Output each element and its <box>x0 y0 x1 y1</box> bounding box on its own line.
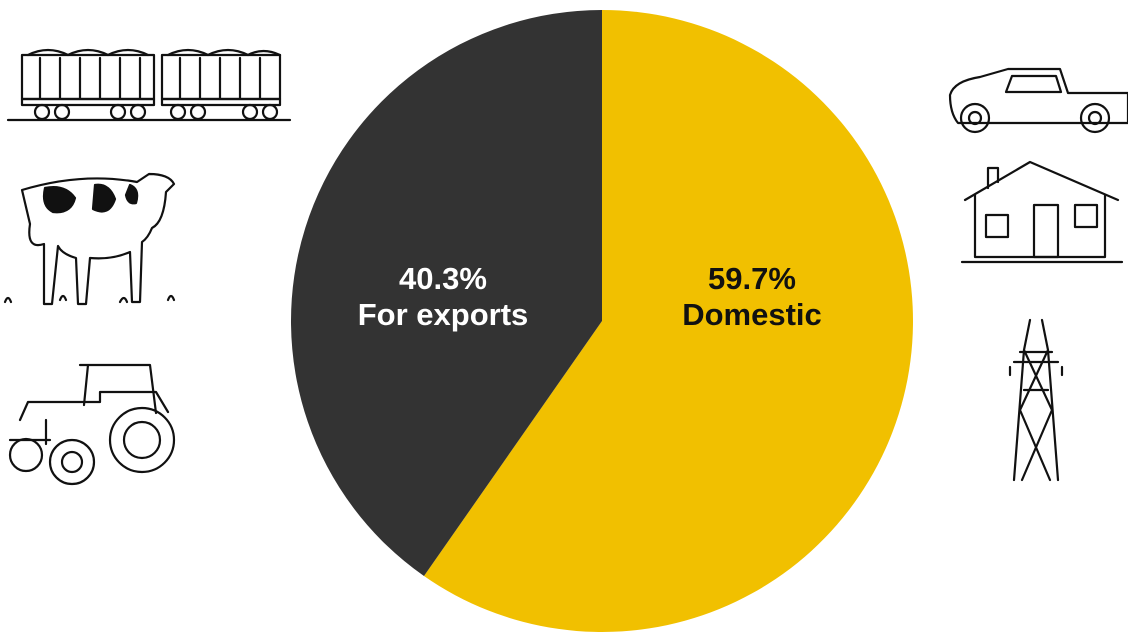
pie <box>290 10 913 632</box>
house-icon <box>960 160 1124 264</box>
slice-labels: 59.7%Domestic 40.3%For exports <box>358 261 822 332</box>
pie-slice <box>290 10 602 577</box>
tractor-icon <box>8 363 176 486</box>
truck-icon <box>948 67 1128 134</box>
category-label: Domestic <box>682 297 822 332</box>
category-label: For exports <box>358 297 529 332</box>
cow-icon <box>3 172 176 306</box>
train-icon <box>6 48 292 122</box>
value-label: 59.7% <box>708 261 796 296</box>
pylon-icon <box>1008 318 1064 482</box>
value-label: 40.3% <box>399 261 487 296</box>
pie-slice <box>423 10 913 632</box>
